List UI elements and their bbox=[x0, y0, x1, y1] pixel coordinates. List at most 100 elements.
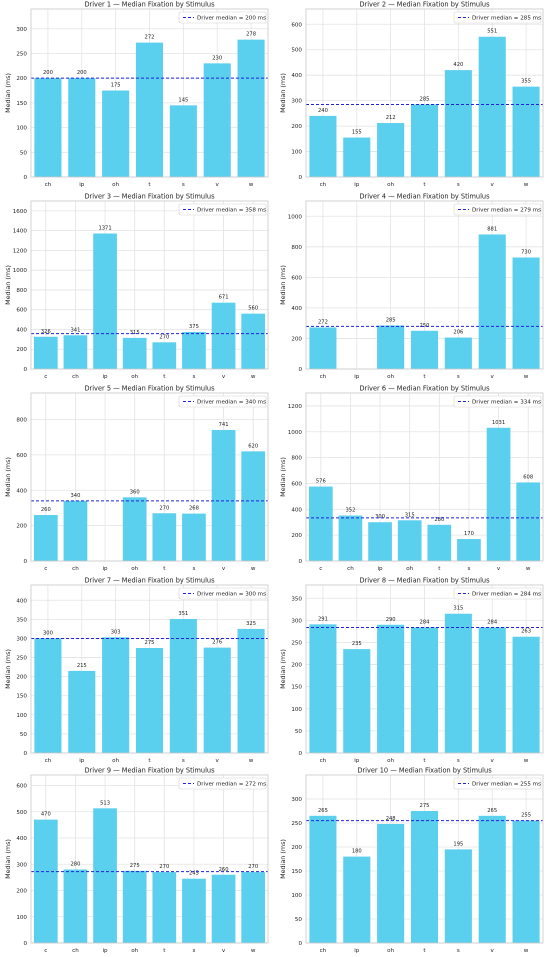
bar-value-label: 315 bbox=[453, 606, 463, 612]
legend-box bbox=[178, 203, 267, 216]
bar-value-label: 145 bbox=[178, 97, 188, 103]
chart-title: Driver 1 — Median Fixation by Stimulus bbox=[84, 1, 215, 9]
y-tick-label: 200 bbox=[291, 336, 302, 342]
bar-oh bbox=[122, 497, 147, 561]
bar-value-label: 352 bbox=[345, 508, 355, 514]
y-tick-label: 200 bbox=[291, 533, 302, 539]
bar-value-label: 280 bbox=[70, 862, 80, 868]
bar-value-label: 671 bbox=[219, 295, 229, 301]
x-tick-label: v bbox=[222, 566, 226, 572]
bar-value-label: 270 bbox=[159, 334, 169, 340]
x-tick-label: ch bbox=[72, 948, 79, 954]
x-tick-label: oh bbox=[387, 948, 394, 954]
y-tick-label: 800 bbox=[291, 245, 302, 251]
bar-t bbox=[410, 330, 439, 369]
y-tick-label: 100 bbox=[16, 915, 27, 921]
y-axis-label: Median (ms) bbox=[4, 839, 12, 879]
x-tick-label: w bbox=[251, 374, 256, 380]
y-tick-label: 1000 bbox=[13, 268, 28, 274]
x-tick-label: s bbox=[182, 758, 185, 764]
chart-title: Driver 9 — Median Fixation by Stimulus bbox=[84, 767, 215, 775]
x-tick-label: ch bbox=[320, 758, 327, 764]
bar-value-label: 270 bbox=[159, 505, 169, 511]
bar-oh bbox=[122, 870, 147, 943]
x-tick-label: w bbox=[526, 566, 531, 572]
legend-box bbox=[178, 395, 267, 408]
y-tick-label: 250 bbox=[291, 640, 302, 646]
bar-value-label: 360 bbox=[130, 489, 140, 495]
y-tick-label: 400 bbox=[291, 73, 302, 79]
bar-s bbox=[169, 105, 197, 177]
y-tick-label: 150 bbox=[16, 101, 27, 107]
x-tick-label: w bbox=[249, 182, 254, 188]
y-tick-label: 600 bbox=[291, 481, 302, 487]
x-tick-label: v bbox=[491, 758, 495, 764]
y-axis-label: Median (ms) bbox=[4, 649, 12, 689]
x-tick-label: s bbox=[457, 758, 460, 764]
bar-c bbox=[33, 515, 58, 561]
bar-t bbox=[427, 524, 452, 561]
legend-label: Driver median = 200 ms bbox=[197, 16, 266, 22]
y-tick-label: 600 bbox=[16, 453, 27, 459]
bar-s bbox=[444, 613, 472, 753]
bar-value-label: 170 bbox=[464, 531, 474, 537]
bar-value-label: 200 bbox=[77, 70, 87, 76]
y-tick-label: 350 bbox=[291, 596, 302, 602]
bar-t bbox=[410, 104, 439, 177]
y-tick-label: 50 bbox=[20, 732, 28, 738]
y-tick-label: 150 bbox=[16, 694, 27, 700]
y-tick-label: 100 bbox=[291, 150, 302, 156]
y-tick-label: 1200 bbox=[13, 248, 28, 254]
y-tick-label: 200 bbox=[291, 663, 302, 669]
bar-w bbox=[237, 39, 265, 177]
y-axis-label: Median (ms) bbox=[279, 73, 287, 113]
bar-value-label: 290 bbox=[386, 617, 396, 623]
x-tick-label: ch bbox=[320, 374, 327, 380]
x-tick-label: w bbox=[251, 948, 256, 954]
bar-value-label: 215 bbox=[77, 663, 87, 669]
chart-panel-driver-2: 0 100 200 300 400 500 600 240 ch 155 ip 212 oh 285 t 42… bbox=[279, 1, 544, 188]
bar-value-label: 280 bbox=[434, 517, 444, 523]
bar-v bbox=[211, 302, 236, 369]
bar-v bbox=[486, 427, 511, 561]
bar-oh bbox=[102, 637, 130, 753]
bar-oh bbox=[122, 337, 147, 369]
chart-title: Driver 10 — Median Fixation by Stimulus bbox=[357, 767, 492, 775]
x-tick-label: ch bbox=[320, 182, 327, 188]
bar-v bbox=[478, 234, 506, 369]
plot-frame bbox=[30, 392, 269, 562]
y-tick-label: 100 bbox=[16, 713, 27, 719]
y-tick-label: 100 bbox=[291, 707, 302, 713]
chart-panel-driver-10: 0 50 100 150 200 250 300 265 ch 180 ip 248 oh 275 t 195… bbox=[279, 767, 544, 954]
x-tick-label: t bbox=[423, 182, 426, 188]
bar-value-label: 265 bbox=[487, 808, 497, 814]
x-tick-label: s bbox=[457, 374, 460, 380]
bar-c bbox=[33, 336, 58, 369]
bar-value-label: 513 bbox=[100, 800, 110, 806]
bar-w bbox=[241, 313, 266, 369]
x-tick-label: s bbox=[182, 182, 185, 188]
plot-frame bbox=[30, 584, 269, 754]
legend-box bbox=[453, 395, 542, 408]
y-tick-label: 800 bbox=[291, 456, 302, 462]
x-tick-label: t bbox=[163, 948, 166, 954]
bar-value-label: 741 bbox=[219, 422, 229, 428]
bar-v bbox=[211, 874, 236, 943]
y-axis-label: Median (ms) bbox=[279, 265, 287, 305]
chart-panel-driver-1: 0 50 100 150 200 250 300 200 ch 200 ip 175 oh 272 t 145… bbox=[4, 1, 269, 188]
x-tick-label: v bbox=[216, 758, 220, 764]
bar-value-label: 260 bbox=[41, 507, 51, 513]
y-tick-label: 1000 bbox=[288, 214, 303, 220]
chart-title: Driver 5 — Median Fixation by Stimulus bbox=[84, 385, 215, 393]
y-tick-label: 150 bbox=[291, 685, 302, 691]
bar-value-label: 275 bbox=[145, 640, 155, 646]
bar-value-label: 245 bbox=[189, 871, 199, 877]
bar-ip bbox=[68, 78, 96, 177]
x-tick-label: ip bbox=[103, 948, 109, 954]
bar-value-label: 180 bbox=[352, 849, 362, 855]
bar-value-label: 1371 bbox=[98, 226, 111, 232]
bar-w bbox=[512, 820, 540, 943]
x-tick-label: w bbox=[249, 758, 254, 764]
bar-value-label: 195 bbox=[453, 841, 463, 847]
